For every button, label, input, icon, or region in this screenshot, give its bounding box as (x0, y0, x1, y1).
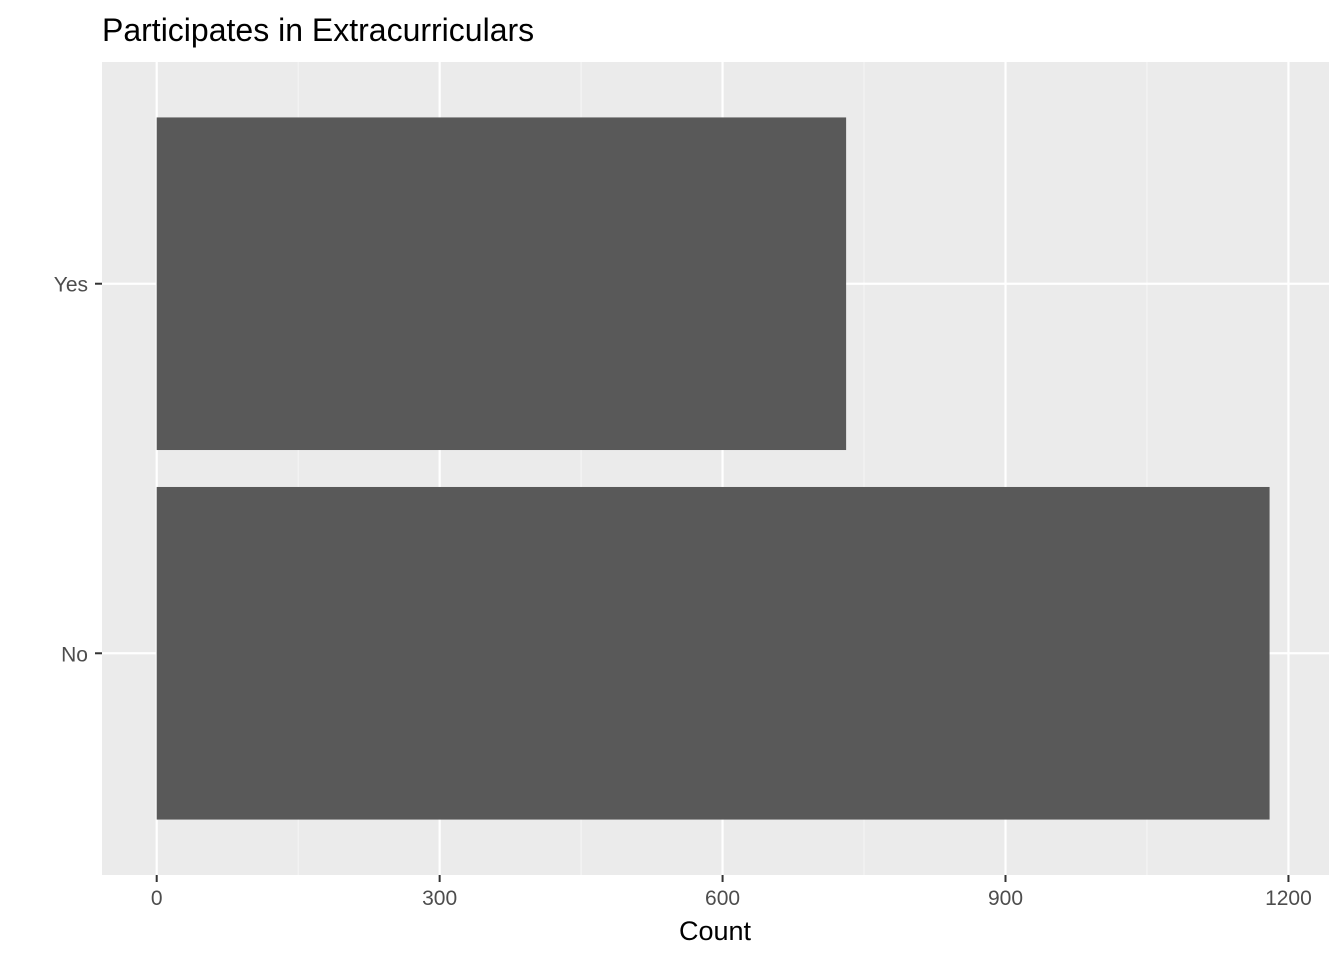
y-tick-label: Yes (54, 274, 88, 297)
x-tick-label: 900 (988, 887, 1023, 910)
bar-no (156, 486, 1270, 820)
x-tick-label: 300 (422, 887, 457, 910)
x-tick-label: 0 (151, 887, 163, 910)
x-tick-label: 600 (705, 887, 740, 910)
x-tick-label: 1200 (1265, 887, 1312, 910)
y-axis: No Yes (54, 274, 102, 666)
y-tick-label: No (61, 643, 88, 666)
bars (156, 117, 1270, 820)
chart-title: Participates in Extracurriculars (102, 12, 534, 48)
x-axis-title: Count (679, 916, 752, 946)
x-axis: 0 300 600 900 1200 (151, 875, 1312, 910)
bar-yes (156, 117, 847, 451)
